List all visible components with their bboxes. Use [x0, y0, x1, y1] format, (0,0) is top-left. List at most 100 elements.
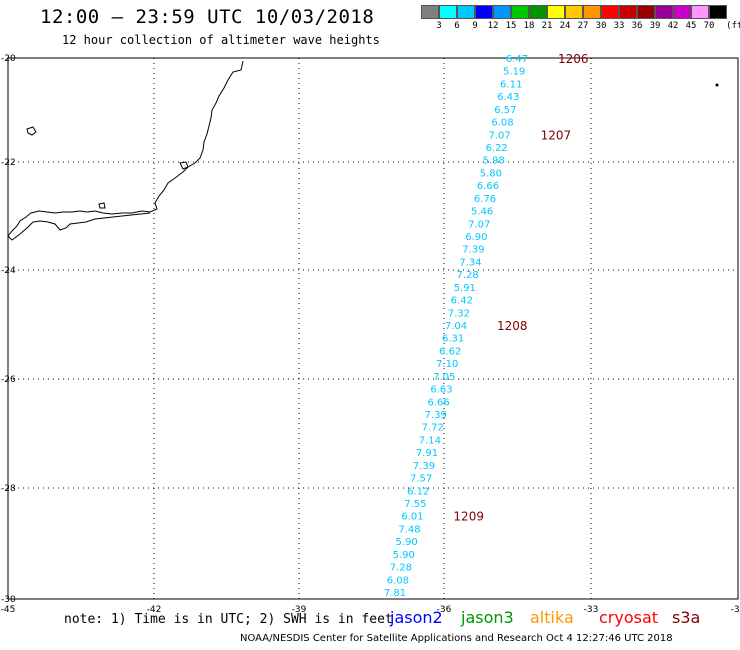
legend-label: 3 — [436, 21, 442, 31]
legend-label: 24 — [559, 21, 571, 31]
legend-swatch — [421, 5, 439, 19]
swh-value: 7.04 — [445, 321, 467, 332]
satellite-s3a: s3a — [672, 608, 701, 627]
swh-value: 6.22 — [486, 143, 508, 154]
swh-value: 7.48 — [398, 524, 420, 535]
legend-swatch — [637, 5, 655, 19]
time-label: 1207 — [541, 128, 572, 142]
swh-value: 5.19 — [503, 67, 525, 78]
swh-value: 7.39 — [425, 410, 447, 421]
satellite-jason3: jason3 — [461, 608, 514, 627]
swh-value: 6.08 — [491, 118, 513, 129]
island-dot — [715, 83, 719, 87]
legend-label: 42 — [667, 21, 679, 31]
legend-label: 15 — [505, 21, 517, 31]
swh-value: 6.90 — [465, 232, 487, 243]
swh-value: 7.07 — [468, 219, 490, 230]
satellite-altika: altika — [530, 608, 574, 627]
coastline — [7, 60, 244, 241]
lon-tick-label: -33 — [584, 605, 599, 615]
swh-value: 5.46 — [471, 207, 493, 218]
lon-tick-label: -36 — [437, 605, 452, 615]
altimeter-track: 6.475.196.116.436.576.087.076.225.985.80… — [384, 52, 589, 599]
map-subtitle: 12 hour collection of altimeter wave hei… — [62, 33, 380, 47]
swh-value: 5.90 — [395, 537, 417, 548]
swh-value: 6.11 — [500, 79, 522, 90]
swh-value: 7.32 — [448, 308, 470, 319]
lon-tick-label: -30 — [731, 605, 740, 615]
swh-value: 7.72 — [422, 423, 444, 434]
swh-value: 5.80 — [480, 168, 502, 179]
lat-tick-label: -24 — [1, 266, 16, 276]
map-title: 12:00 – 23:59 UTC 10/03/2018 — [40, 6, 375, 28]
swh-value: 7.10 — [436, 359, 458, 370]
swh-value: 7.57 — [410, 474, 432, 485]
swh-value: 7.81 — [384, 588, 406, 599]
legend-swatch — [493, 5, 511, 19]
legend-swatch — [601, 5, 619, 19]
swh-value: 6.66 — [427, 397, 449, 408]
lat-tick-label: -20 — [1, 54, 16, 64]
satellite-jason2: jason2 — [390, 608, 443, 627]
legend-swatch — [691, 5, 709, 19]
legend-swatch — [619, 5, 637, 19]
legend-label: 70 — [703, 21, 715, 31]
swh-value: 5.90 — [393, 550, 415, 561]
legend-label: 30 — [595, 21, 607, 31]
swh-value: 6.01 — [401, 512, 423, 523]
lat-tick-label: -28 — [1, 484, 16, 494]
legend-swatch — [583, 5, 601, 19]
units-note: note: 1) Time is in UTC; 2) SWH is in fe… — [64, 612, 393, 627]
legend-swatch — [655, 5, 673, 19]
legend-swatch — [511, 5, 529, 19]
legend-label: 21 — [541, 21, 553, 31]
island-coast — [26, 126, 37, 136]
swh-value: 7.39 — [413, 461, 435, 472]
swh-value: 7.14 — [419, 435, 441, 446]
swh-value: 6.42 — [451, 296, 473, 307]
swh-value: 7.39 — [462, 245, 484, 256]
swh-value: 7.34 — [459, 257, 481, 268]
lat-tick-label: -26 — [1, 375, 16, 385]
legend-label: 27 — [577, 21, 589, 31]
legend-label: 18 — [523, 21, 535, 31]
island-coast — [179, 161, 189, 170]
lat-tick-label: -30 — [1, 595, 16, 605]
swh-value: 5.98 — [483, 156, 505, 167]
swh-value: 7.91 — [416, 448, 438, 459]
swh-value: 6.43 — [497, 92, 519, 103]
lon-tick-label: -45 — [1, 605, 16, 615]
legend-label: 6 — [454, 21, 460, 31]
legend-label: 36 — [631, 21, 643, 31]
legend-label: 12 — [487, 21, 499, 31]
lat-tick-label: -22 — [1, 158, 16, 168]
legend-swatch — [565, 5, 583, 19]
swh-value: 6.57 — [494, 105, 516, 116]
axis-ticks: -45 -42 -39 -36 -33 -30 -20 -22 -24 -26 -28 -30 — [1, 54, 740, 615]
swh-value: 6.08 — [387, 575, 409, 586]
swh-value: 6.66 — [477, 181, 499, 192]
legend-swatch — [457, 5, 475, 19]
time-label: 1208 — [497, 319, 528, 333]
swh-value: 7.28 — [456, 270, 478, 281]
legend-label: 9 — [472, 21, 478, 31]
swh-value: 7.05 — [433, 372, 455, 383]
swh-value: 6.12 — [407, 486, 429, 497]
swh-value: 6.76 — [474, 194, 496, 205]
map-grid — [7, 57, 739, 600]
legend-label: 39 — [649, 21, 661, 31]
swh-value: 6.62 — [439, 346, 461, 357]
legend-swatches — [421, 5, 727, 19]
swh-value: 6.31 — [442, 334, 464, 345]
time-label: 1206 — [558, 52, 589, 66]
swh-value: 6.63 — [430, 385, 452, 396]
swh-value: 5.91 — [454, 283, 476, 294]
swh-value: 7.28 — [390, 563, 412, 574]
legend-swatch — [475, 5, 493, 19]
legend-label: 33 — [613, 21, 625, 31]
legend-label: 45 — [685, 21, 697, 31]
credit-line: NOAA/NESDIS Center for Satellite Applica… — [240, 633, 673, 644]
